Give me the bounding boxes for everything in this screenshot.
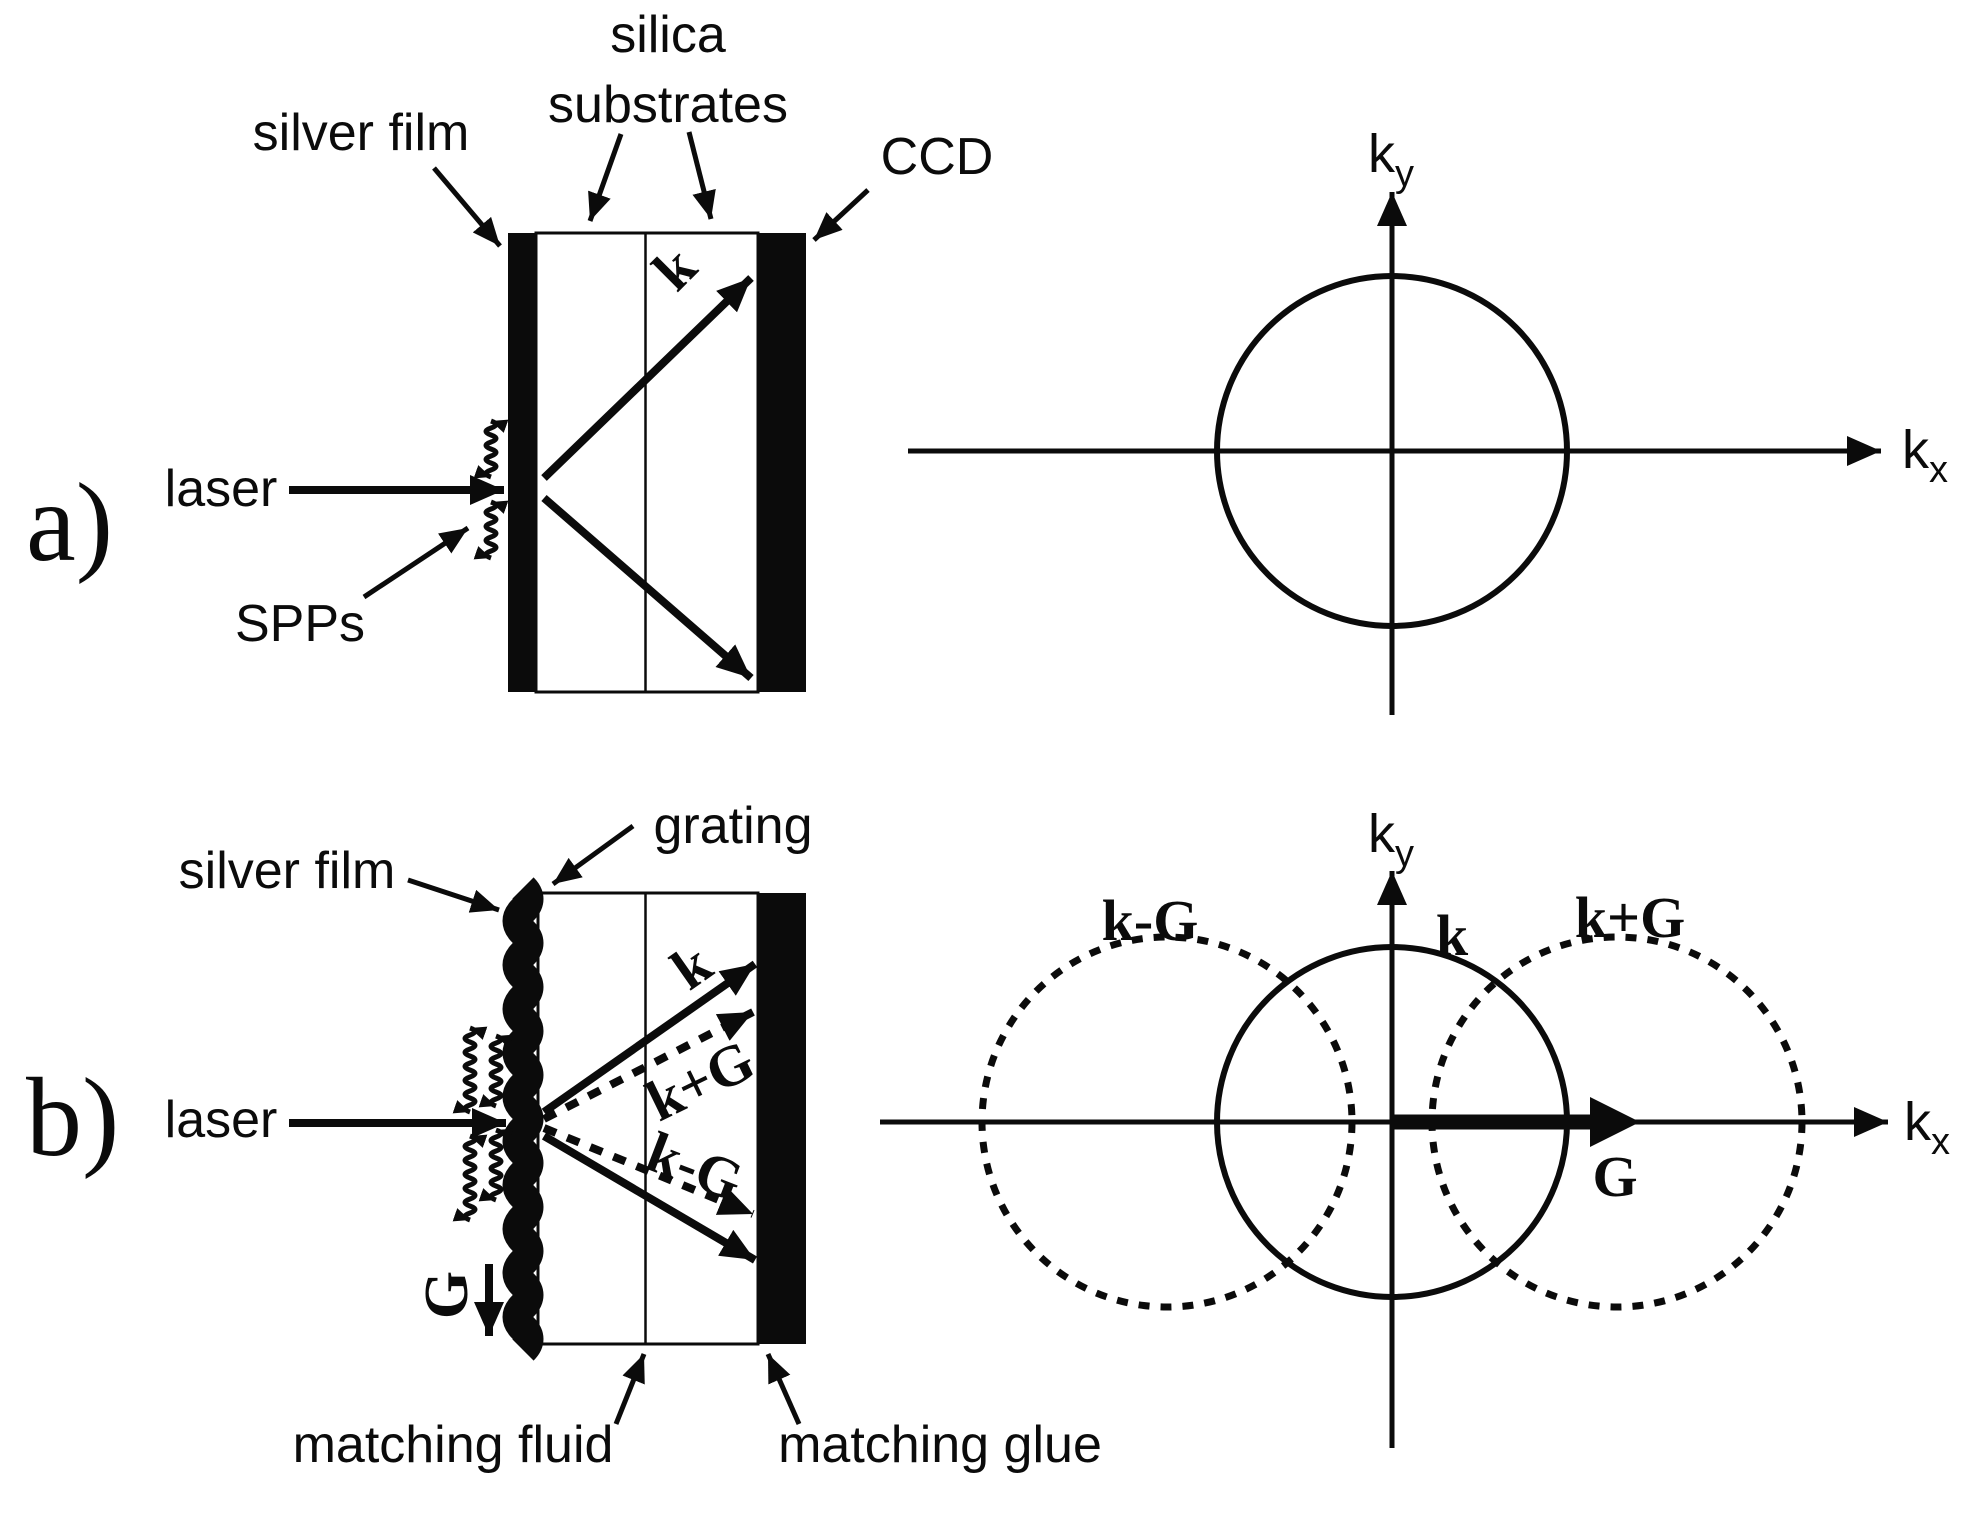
spp-wave-lower-left-b [452,1133,488,1223]
silver-film-bar-a [508,233,536,692]
spp-wave-upper-right-b [478,1033,514,1109]
silica-substrates-body-b [536,891,760,1346]
k-circle-label: k [1436,903,1469,968]
panel-a-tag: a) [26,461,113,585]
grating-label: grating [654,797,813,855]
spp-wave-upper-a [473,418,509,480]
matching-fluid-label: matching fluid [293,1416,614,1474]
matching-glue-label: matching glue [778,1416,1102,1474]
silver-film-label-b: silver film [179,842,396,900]
matching-glue-pointer-arrow [765,1352,802,1426]
ky-axis-label-b: ky [1368,804,1414,875]
panel-b-tag: b) [26,1056,119,1180]
panel-a-kspace: ky kx [908,124,1948,715]
laser-label-a: laser [165,460,278,518]
mirror-beam-arrow-a [541,494,754,682]
g-vector-label-kspace: G [1592,1144,1637,1209]
ky-axis-label-a: ky [1368,124,1414,195]
k-beam-arrow-b [541,960,758,1116]
grating-vector-g-label-b: G [413,1271,481,1319]
ccd-bar-b [758,893,806,1344]
panel-a-schematic: a) laser k silica substrates silver film… [26,6,994,694]
silver-film-pointer-arrow-a [432,166,502,248]
silver-film-label-a: silver film [253,104,470,162]
k-plus-g-circle-label: k+G [1575,885,1685,950]
ccd-bar-a [758,233,806,692]
k-minus-g-beam-arrow-b [542,1124,755,1218]
spps-pointer-arrow [362,525,470,600]
laser-label-b: laser [165,1091,278,1149]
k-beam-arrow-a [541,275,754,481]
silica-label-line1: silica [610,6,726,64]
spp-wave-lower-a [473,499,509,561]
silver-film-pointer-arrow-b [407,877,500,913]
spp-wave-lower-right-b [478,1127,514,1203]
matching-fluid-pointer-arrow [613,1353,647,1425]
mirror-beam-arrow-b [541,1132,758,1264]
grating-pointer-arrow [551,823,635,887]
panel-b-kspace: ky kx k-G k k+G G [880,804,1950,1448]
kx-axis-label-b: kx [1904,1092,1950,1163]
ccd-label: CCD [881,128,994,186]
silver-film-grating-bar-b [502,877,544,1361]
silica-label-line2: substrates [548,76,788,134]
spps-label: SPPs [235,595,365,653]
panel-b-schematic: b) laser k k+G k-G G silver film grating… [26,797,1102,1474]
spp-wave-upper-left-b [452,1025,488,1115]
kx-axis-label-a: kx [1902,420,1948,491]
ccd-pointer-arrow [812,188,870,242]
k-minus-g-circle-label: k-G [1102,888,1199,953]
silica-pointer-right-arrow [686,131,716,220]
silica-pointer-left-arrow [587,133,624,222]
g-vector-arrowhead-kspace [1590,1097,1640,1147]
